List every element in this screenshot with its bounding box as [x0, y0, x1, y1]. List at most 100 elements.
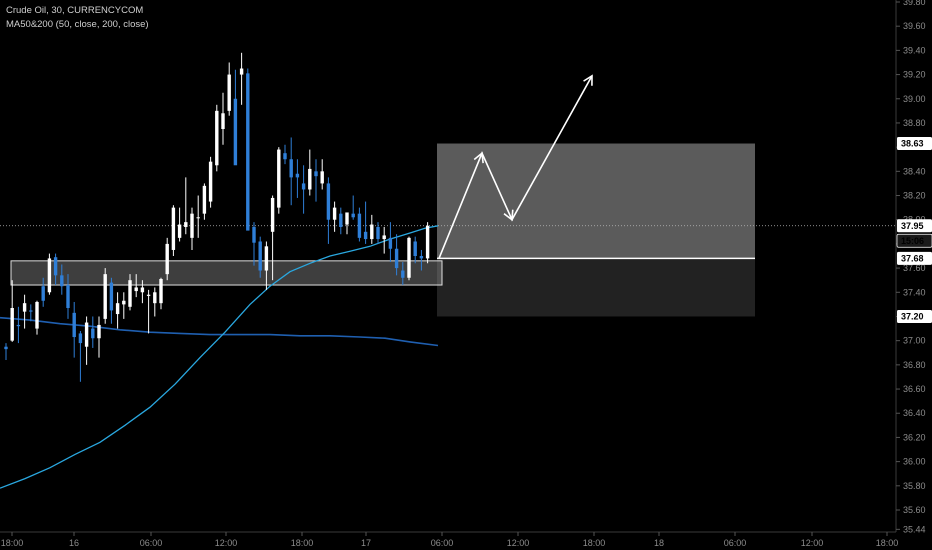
candle[interactable] — [264, 241, 269, 290]
candle[interactable] — [159, 277, 163, 310]
candle[interactable] — [332, 201, 337, 232]
candle[interactable] — [407, 236, 411, 281]
candle[interactable] — [47, 253, 52, 295]
candle[interactable] — [29, 304, 33, 322]
candle[interactable] — [97, 316, 101, 358]
candle[interactable] — [314, 159, 318, 202]
candle[interactable] — [22, 294, 27, 329]
candle[interactable] — [425, 222, 430, 264]
candle[interactable] — [84, 316, 89, 365]
candle[interactable] — [109, 277, 114, 324]
candle[interactable] — [128, 274, 132, 311]
time-tick-label: 12:00 — [215, 538, 238, 548]
projection-path[interactable] — [438, 75, 593, 259]
time-tick-label: 12:00 — [801, 538, 824, 548]
stop-loss-zone[interactable] — [437, 258, 755, 317]
candle[interactable] — [78, 330, 83, 382]
price-tick-label: 37.00 — [903, 336, 926, 346]
candle[interactable] — [53, 253, 58, 286]
candle[interactable] — [295, 159, 300, 198]
candle[interactable] — [388, 222, 393, 263]
candle[interactable] — [146, 289, 151, 334]
time-tick-label: 18:00 — [1, 538, 24, 548]
indicator-legend[interactable]: MA50&200 (50, close, 200, close) — [6, 19, 149, 30]
candle[interactable] — [370, 214, 374, 244]
candle-body — [339, 213, 343, 227]
candle[interactable] — [258, 236, 262, 278]
candle[interactable] — [10, 280, 14, 342]
candle[interactable] — [413, 236, 417, 264]
candle[interactable] — [289, 137, 293, 206]
candle[interactable] — [277, 147, 281, 214]
support-zone[interactable] — [10, 260, 443, 286]
candle[interactable] — [16, 306, 21, 344]
candle[interactable] — [72, 301, 76, 358]
candle-body — [103, 274, 107, 319]
candle[interactable] — [320, 159, 324, 190]
candle-body — [97, 324, 101, 339]
candle[interactable] — [345, 212, 349, 235]
candle[interactable] — [41, 277, 45, 307]
candle[interactable] — [91, 316, 95, 348]
ma50-line[interactable] — [0, 225, 439, 489]
candle[interactable] — [382, 226, 386, 254]
candle[interactable] — [35, 300, 39, 335]
candle-body — [202, 185, 207, 214]
candle[interactable] — [351, 195, 355, 220]
candle[interactable] — [308, 149, 312, 196]
candle[interactable] — [239, 52, 244, 105]
candles — [4, 52, 430, 382]
candle[interactable] — [301, 165, 306, 214]
candle-body — [215, 110, 219, 166]
price-tick-label: 37.60 — [903, 263, 926, 273]
projection-arrowhead — [473, 151, 484, 164]
candle[interactable] — [196, 195, 200, 238]
candle[interactable] — [184, 177, 188, 235]
candle[interactable] — [283, 144, 287, 165]
profit-target-zone[interactable] — [437, 143, 755, 259]
candle-body — [351, 213, 355, 218]
candle-body — [289, 159, 293, 178]
candle[interactable] — [326, 177, 331, 244]
candle-body — [264, 246, 269, 271]
candle[interactable] — [215, 104, 219, 172]
candle[interactable] — [177, 207, 182, 242]
candle[interactable] — [270, 195, 275, 281]
candle[interactable] — [363, 201, 368, 244]
candle-body — [308, 168, 312, 190]
candle[interactable] — [419, 249, 424, 271]
candle[interactable] — [103, 268, 107, 324]
candle-body — [382, 235, 386, 240]
candle[interactable] — [233, 69, 238, 166]
candle[interactable] — [339, 207, 343, 235]
price-badge-label: 37.68 — [901, 253, 924, 263]
candle[interactable] — [221, 92, 225, 145]
candle[interactable] — [357, 207, 362, 242]
candle[interactable] — [394, 234, 399, 276]
ma200-line[interactable] — [0, 316, 439, 347]
candle-body — [270, 197, 275, 232]
candle[interactable] — [190, 207, 194, 250]
candle[interactable] — [246, 68, 250, 231]
price-tick-label: 35.80 — [903, 481, 926, 491]
candle[interactable] — [165, 237, 169, 281]
candle[interactable] — [4, 343, 8, 361]
candle-body — [66, 285, 70, 309]
candle[interactable] — [401, 262, 405, 286]
candle[interactable] — [140, 280, 145, 304]
candle[interactable] — [376, 222, 380, 244]
candle[interactable] — [134, 274, 138, 298]
candle[interactable] — [227, 62, 231, 116]
price-badge: 37.68 — [897, 251, 932, 265]
candle[interactable] — [66, 274, 70, 319]
candle[interactable] — [252, 222, 256, 266]
candle[interactable] — [153, 287, 157, 317]
candle[interactable] — [171, 205, 176, 256]
candle-body — [4, 346, 8, 350]
candle[interactable] — [60, 264, 64, 295]
candle[interactable] — [115, 292, 120, 329]
candle[interactable] — [202, 183, 207, 220]
candle[interactable] — [122, 292, 126, 319]
candle[interactable] — [208, 156, 213, 208]
